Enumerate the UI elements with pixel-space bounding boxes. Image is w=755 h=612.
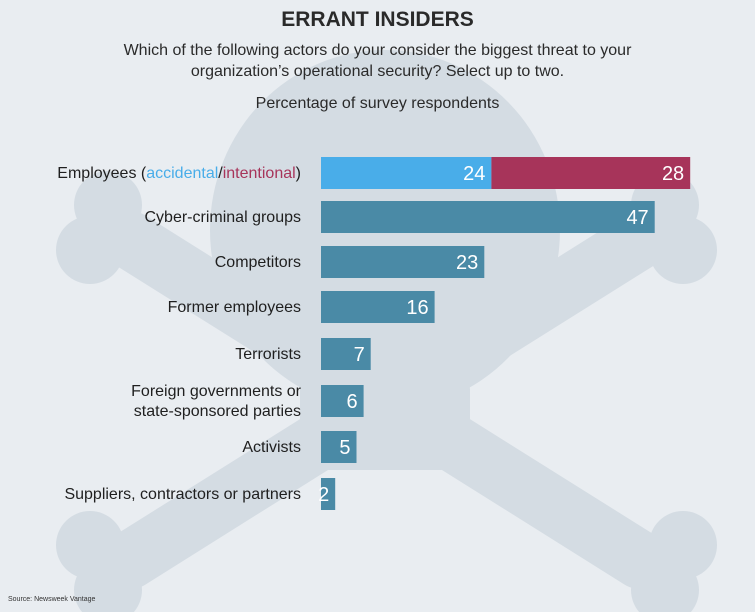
bar-1-seg-0: [321, 201, 655, 233]
category-label-3: Former employees: [168, 299, 301, 316]
bar-4-seg-0: [321, 338, 371, 370]
category-label-2: Competitors: [215, 254, 301, 271]
source-note: Source: Newsweek Vantage: [8, 596, 96, 603]
bar-5-seg-0: [321, 385, 364, 417]
value-label-3-0: 16: [406, 297, 428, 319]
category-label-7: Suppliers, contractors or partners: [64, 486, 301, 503]
chart-title: ERRANT INSIDERS: [281, 8, 474, 31]
value-label-0-1: 28: [662, 163, 684, 185]
unit-label: Percentage of survey respondents: [255, 95, 500, 112]
category-label-6: Activists: [242, 439, 301, 456]
value-label-0-0: 24: [463, 163, 485, 185]
value-label-1-0: 47: [626, 207, 648, 229]
value-label-6-0: 5: [339, 437, 350, 459]
category-label-5: Foreign governments or state-sponsored pa…: [131, 383, 302, 420]
bar-6-seg-0: [321, 431, 357, 463]
category-label-1: Cyber-criminal groups: [145, 209, 302, 226]
bar-0-seg-0: [321, 157, 492, 189]
bar-3-seg-0: [321, 291, 435, 323]
bar-0-seg-1: [491, 157, 691, 189]
bar-2-seg-0: [321, 246, 485, 278]
bar-7-seg-0: [321, 478, 336, 510]
value-label-7-0: 2: [318, 484, 329, 506]
chart-subtitle: Which of the following actors do your co…: [123, 42, 632, 80]
category-label-4: Terrorists: [235, 346, 301, 363]
value-label-2-0: 23: [456, 252, 478, 274]
category-label-0: Employees (accidental/intentional): [57, 165, 301, 182]
value-label-4-0: 7: [354, 344, 365, 366]
value-label-5-0: 6: [346, 391, 357, 413]
